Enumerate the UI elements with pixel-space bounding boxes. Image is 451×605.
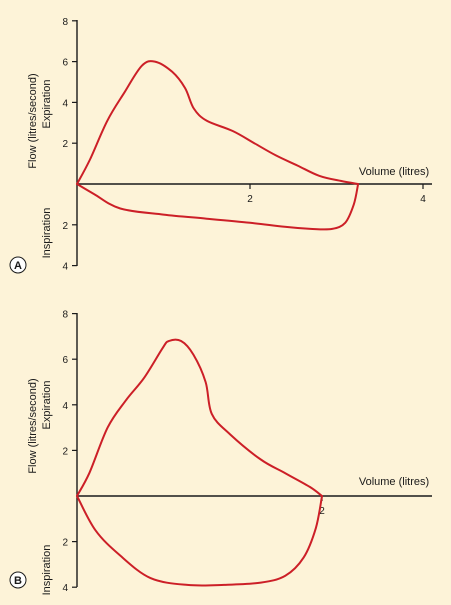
y-tick-label: 4 bbox=[62, 98, 68, 109]
y-tick-label: 4 bbox=[62, 401, 68, 412]
y-tick-label: 2 bbox=[62, 139, 68, 150]
x-axis-label: Volume (litres) bbox=[359, 166, 429, 178]
x-tick-label: 2 bbox=[247, 194, 253, 205]
y-tick-label: 2 bbox=[62, 538, 68, 549]
y-tick-label: 4 bbox=[62, 262, 68, 273]
inspiration-curve bbox=[76, 183, 360, 231]
panel-label: B bbox=[14, 575, 22, 587]
panel-label: A bbox=[14, 260, 22, 272]
inspiration-label: Inspiration bbox=[41, 208, 53, 259]
y-tick-label: 8 bbox=[62, 17, 68, 28]
expiration-label: Expiration bbox=[41, 80, 53, 129]
y-tick-label: 4 bbox=[62, 583, 68, 594]
y-tick-label: 2 bbox=[62, 446, 68, 457]
inspiration-label: Inspiration bbox=[41, 545, 53, 596]
panel-badge bbox=[9, 571, 27, 589]
expiration-label: Expiration bbox=[41, 381, 53, 430]
x-tick-label: 4 bbox=[420, 194, 426, 205]
expiration-curve bbox=[76, 60, 360, 185]
y-tick-label: 2 bbox=[62, 221, 68, 232]
x-tick-label: 2 bbox=[319, 506, 325, 517]
y-tick-label: 8 bbox=[62, 310, 68, 321]
inspiration-curve bbox=[76, 495, 323, 587]
expiration-curve bbox=[76, 338, 323, 497]
y-tick-label: 6 bbox=[62, 58, 68, 69]
y-axis-label: Flow (litres/second) bbox=[27, 73, 39, 168]
y-axis-label: Flow (litres/second) bbox=[27, 378, 39, 473]
y-tick-label: 6 bbox=[62, 355, 68, 366]
x-axis-label: Volume (litres) bbox=[359, 476, 429, 488]
panel-badge bbox=[9, 256, 27, 274]
